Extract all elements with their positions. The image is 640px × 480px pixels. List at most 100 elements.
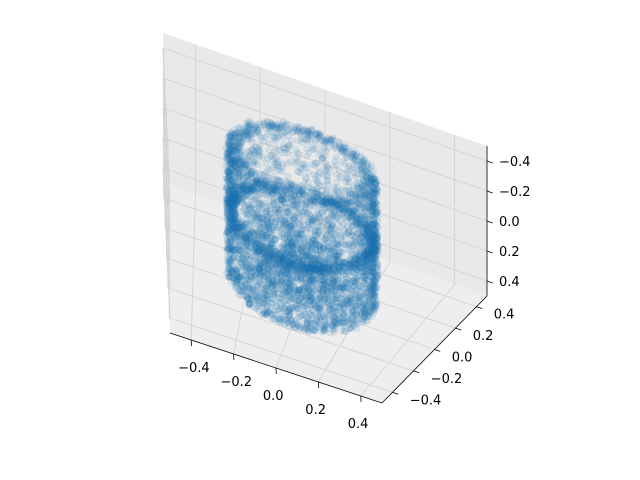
data-point [347,254,355,262]
data-point [332,255,340,263]
data-point [354,296,362,304]
data-point [299,189,307,197]
data-point [267,280,275,288]
data-point [275,205,283,213]
data-point [226,163,234,171]
data-point [344,276,352,284]
data-point [253,120,261,128]
data-point [248,169,256,177]
data-point [297,276,305,284]
data-point [324,172,332,180]
data-point [342,175,350,183]
data-point [256,152,264,160]
data-point [362,231,370,239]
data-point [303,137,311,145]
data-point [267,311,275,319]
data-point [242,247,250,255]
data-point [255,144,263,152]
data-point [236,149,244,157]
data-point [318,154,326,162]
data-point [312,223,320,231]
data-point [229,176,237,184]
data-point [349,154,357,162]
data-point [235,175,243,183]
data-point [355,256,363,264]
data-point [364,313,372,321]
data-point [248,202,256,210]
data-point [241,284,249,292]
data-point [309,197,317,205]
data-point [338,147,346,155]
data-point [369,289,377,297]
data-point [222,174,230,182]
data-point [247,272,255,280]
data-point [362,275,370,283]
data-point [306,193,314,201]
data-point [349,306,357,314]
data-point [224,223,232,231]
data-point [306,320,314,328]
data-point [306,279,314,287]
data-point [357,153,365,161]
data-point [266,213,274,221]
data-point [365,251,373,259]
data-point [367,251,375,259]
data-point [268,278,276,286]
data-point [367,207,375,215]
data-point [225,262,233,270]
data-point [364,277,372,285]
data-point [224,228,232,236]
data-point [371,235,379,243]
data-point [366,260,374,268]
data-point [351,253,359,261]
data-point [248,139,256,147]
data-point [233,134,241,142]
data-point [224,200,232,208]
data-point [277,130,285,138]
data-point [274,260,282,268]
z-grid-left [162,167,171,319]
data-point [369,280,377,288]
data-point [262,205,270,213]
data-point [321,205,329,213]
data-point [333,184,341,192]
data-point [315,295,323,303]
data-point [341,283,349,291]
data-point [228,211,236,219]
data-point [343,199,351,207]
data-point [337,235,345,243]
data-point [251,254,259,262]
data-point [292,207,300,215]
data-point [245,204,253,212]
data-point [236,186,244,194]
data-point [313,185,321,193]
data-point [292,268,300,276]
data-point [299,267,307,275]
data-point [323,177,331,185]
data-point [287,240,295,248]
data-point [257,178,265,186]
data-point [353,249,361,257]
data-point [280,199,288,207]
data-point [366,265,374,273]
data-point [265,140,273,148]
data-point [324,204,332,212]
data-point [367,290,375,298]
data-point [232,283,240,291]
data-point [265,278,273,286]
data-point [244,211,252,219]
data-point [254,129,262,137]
data-point [301,252,309,260]
data-point [233,270,241,278]
data-point [369,302,377,310]
data-point [332,185,340,193]
data-point [294,252,302,260]
data-point [373,209,381,217]
data-point [274,205,282,213]
data-point [330,318,338,326]
data-point [286,282,294,290]
data-point [224,240,232,248]
data-point [356,249,364,257]
data-point [243,209,251,217]
